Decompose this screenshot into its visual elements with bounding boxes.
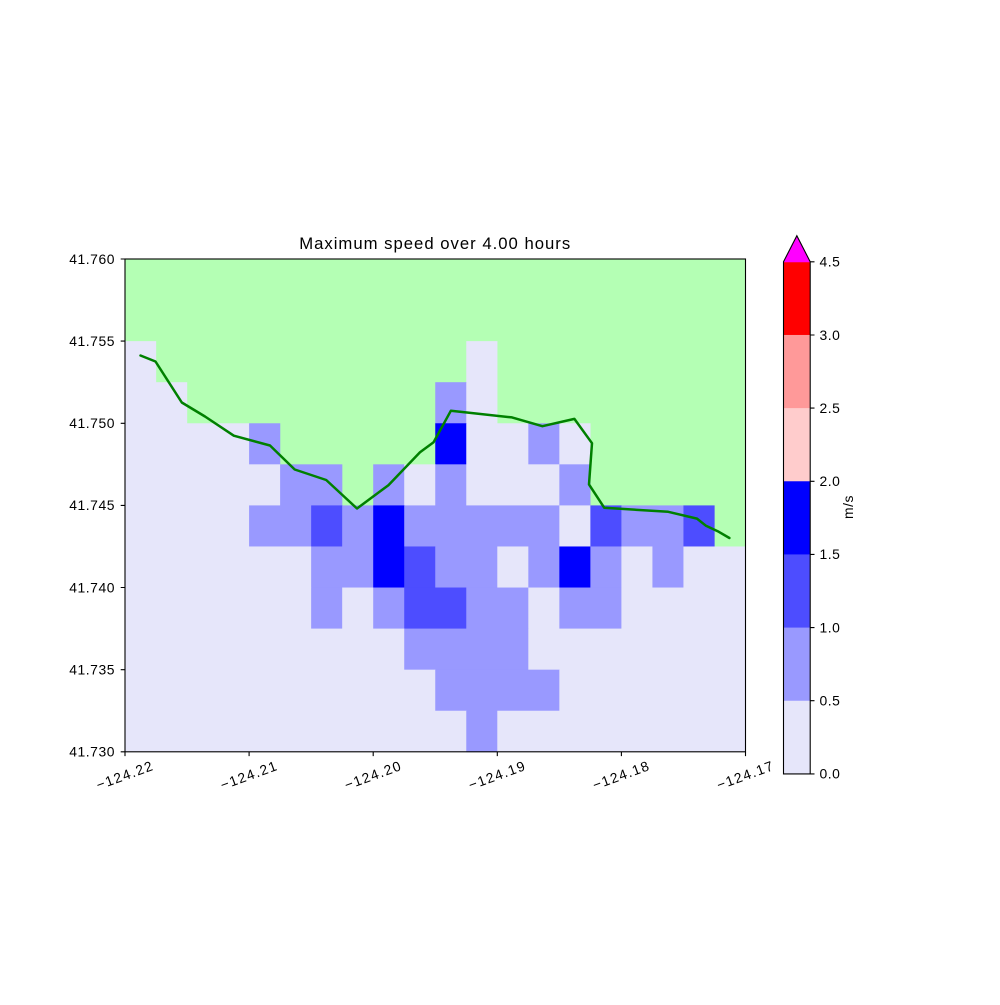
svg-text:m/s: m/s (840, 495, 856, 519)
svg-text:41.750: 41.750 (69, 415, 115, 431)
svg-text:1.0: 1.0 (820, 619, 841, 635)
svg-text:−124.21: −124.21 (218, 757, 280, 793)
svg-text:0.5: 0.5 (820, 693, 841, 709)
svg-text:41.760: 41.760 (69, 251, 115, 267)
svg-text:41.745: 41.745 (69, 497, 115, 513)
svg-text:−124.17: −124.17 (714, 757, 776, 793)
svg-text:−124.22: −124.22 (94, 757, 156, 793)
svg-text:4.5: 4.5 (820, 254, 841, 270)
svg-text:41.735: 41.735 (69, 662, 115, 678)
svg-text:−124.20: −124.20 (342, 757, 404, 793)
svg-text:41.755: 41.755 (69, 333, 115, 349)
svg-text:0.0: 0.0 (820, 766, 841, 782)
svg-text:2.5: 2.5 (820, 400, 841, 416)
svg-text:2.0: 2.0 (820, 473, 841, 489)
svg-text:Maximum speed over 4.00 hours: Maximum speed over 4.00 hours (299, 234, 571, 253)
svg-text:41.730: 41.730 (69, 744, 115, 760)
svg-text:41.740: 41.740 (69, 579, 115, 595)
svg-text:3.0: 3.0 (820, 327, 841, 343)
svg-text:−124.19: −124.19 (466, 757, 528, 793)
svg-text:1.5: 1.5 (820, 546, 841, 562)
svg-text:−124.18: −124.18 (590, 757, 652, 793)
